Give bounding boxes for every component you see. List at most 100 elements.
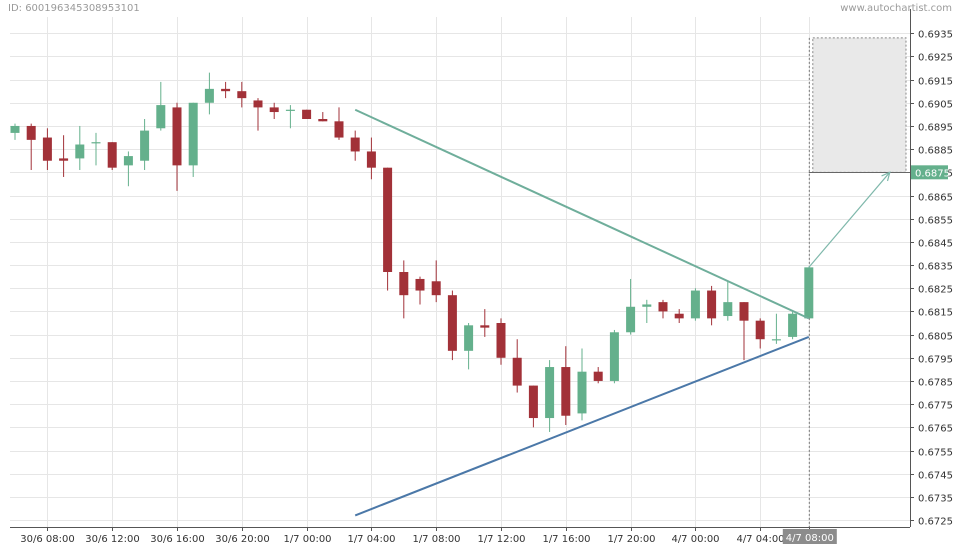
candle-body-bear <box>447 295 457 351</box>
candle-body-bear <box>59 158 69 161</box>
candle-body-bear <box>480 325 490 328</box>
support-line <box>354 335 810 517</box>
candle-body-bear <box>26 125 36 140</box>
y-tick-label: 0.6825 <box>918 285 953 296</box>
x-tick-label: 4/7 00:00 <box>671 534 719 545</box>
candle-body-bull <box>545 367 555 419</box>
current-time-tag <box>782 529 837 544</box>
candle-body-bull <box>804 267 814 319</box>
x-axis-labels: 30/6 08:00 30/6 12:00 30/6 16:00 30/6 20:00… <box>20 534 784 545</box>
candle-body-bull <box>75 144 85 159</box>
chart-id-label: ID: 600196345308953101 <box>8 3 140 14</box>
y-tick-label: 0.6905 <box>918 100 953 111</box>
y-tick-label: 0.6725 <box>918 517 953 528</box>
candle-body-bear <box>512 357 522 386</box>
candle-body-bear <box>269 107 279 113</box>
forecast-arrow-line <box>808 171 891 268</box>
axes <box>10 9 914 531</box>
triangle-pattern <box>354 108 891 517</box>
candle-body-bear <box>237 91 247 99</box>
candle-body-bull <box>577 371 587 414</box>
watermark: www.autochartist.com <box>840 3 952 14</box>
candle-body-bear <box>318 119 328 122</box>
candle-body-bear <box>415 278 425 291</box>
x-tick-label: 30/6 20:00 <box>215 534 269 545</box>
candle-body-bear <box>334 121 344 138</box>
x-tick-label: 30/6 08:00 <box>20 534 74 545</box>
candle-body-bull <box>723 302 733 317</box>
candle-body-bull <box>788 313 798 337</box>
candle-body-bear <box>528 385 538 419</box>
forecast-arrow-head <box>881 171 891 182</box>
candle-body-bear <box>107 142 117 168</box>
x-tick-label: 30/6 16:00 <box>150 534 204 545</box>
y-tick-label: 0.6785 <box>918 378 953 389</box>
y-axis-labels: 0.6935 0.6925 0.6915 0.6905 0.6895 0.6885 0.68… <box>918 30 953 528</box>
y-tick-label: 0.6885 <box>918 146 953 157</box>
candles <box>10 72 814 432</box>
y-tick-label: 0.6895 <box>918 123 953 134</box>
current-price-tag <box>911 165 948 180</box>
current-time-label: 4/7 08:00 <box>786 533 834 544</box>
candle-body-bull <box>156 105 166 129</box>
candle-body-bull <box>626 306 636 333</box>
target-zone <box>808 37 910 527</box>
candle-body-bear <box>253 100 263 108</box>
candle-body-bull <box>771 339 781 341</box>
candle-body-bull <box>285 109 295 111</box>
y-tick-label: 0.6865 <box>918 193 953 204</box>
candle-body-bear <box>302 109 312 119</box>
candle-body-bull <box>690 290 700 319</box>
y-tick-label: 0.6805 <box>918 332 953 343</box>
x-tick-label: 1/7 04:00 <box>347 534 395 545</box>
x-tick-label: 4/7 04:00 <box>736 534 784 545</box>
candle-body-bear <box>755 320 765 340</box>
y-tick-label: 0.6775 <box>918 401 953 412</box>
candle-body-bull <box>91 142 101 144</box>
y-tick-label: 0.6795 <box>918 355 953 366</box>
y-tick-label: 0.6855 <box>918 216 953 227</box>
current-price-label: 0.6875 <box>915 168 950 179</box>
y-tick-label: 0.6925 <box>918 53 953 64</box>
y-tick-label: 0.6835 <box>918 262 953 273</box>
y-tick-label: 0.6755 <box>918 448 953 459</box>
candle-body-bear <box>674 313 684 319</box>
y-tick-label: 0.6845 <box>918 239 953 250</box>
candle-body-bear <box>496 323 506 358</box>
candle-body-bull <box>204 88 214 103</box>
y-tick-label: 0.6765 <box>918 424 953 435</box>
candle-body-bear <box>431 281 441 296</box>
x-tick-label: 1/7 16:00 <box>542 534 590 545</box>
candle-body-bear <box>172 107 182 166</box>
x-tick-label: 30/6 12:00 <box>85 534 139 545</box>
candle-body-bear <box>383 167 393 272</box>
candle-body-bear <box>42 137 52 161</box>
candle-body-bull <box>188 102 198 166</box>
resistance-line <box>354 108 810 320</box>
y-tick-label: 0.6735 <box>918 494 953 505</box>
x-tick-label: 1/7 00:00 <box>283 534 331 545</box>
x-tick-label: 1/7 20:00 <box>607 534 655 545</box>
candle-body-bull <box>140 130 150 161</box>
candle-body-bear <box>739 302 749 321</box>
y-tick-label: 0.6915 <box>918 77 953 88</box>
candle-body-bear <box>221 88 231 92</box>
candle-body-bull <box>642 304 652 307</box>
candle-body-bear <box>658 302 668 312</box>
y-tick-label: 0.6815 <box>918 308 953 319</box>
candle-body-bear <box>593 371 603 381</box>
candle-body-bear <box>366 151 376 168</box>
candle-body-bear <box>561 367 571 416</box>
x-tick-label: 1/7 08:00 <box>412 534 460 545</box>
candle-body-bear <box>399 272 409 296</box>
x-tick-label: 1/7 12:00 <box>477 534 525 545</box>
candle-body-bear <box>350 137 360 152</box>
candle-body-bull <box>123 156 133 166</box>
target-zone-box <box>812 37 907 173</box>
candle-body-bull <box>10 125 20 133</box>
candle-body-bear <box>707 290 717 319</box>
y-tick-label: 0.6935 <box>918 30 953 41</box>
y-tick-label: 0.6745 <box>918 471 953 482</box>
grid-lines <box>10 17 910 527</box>
